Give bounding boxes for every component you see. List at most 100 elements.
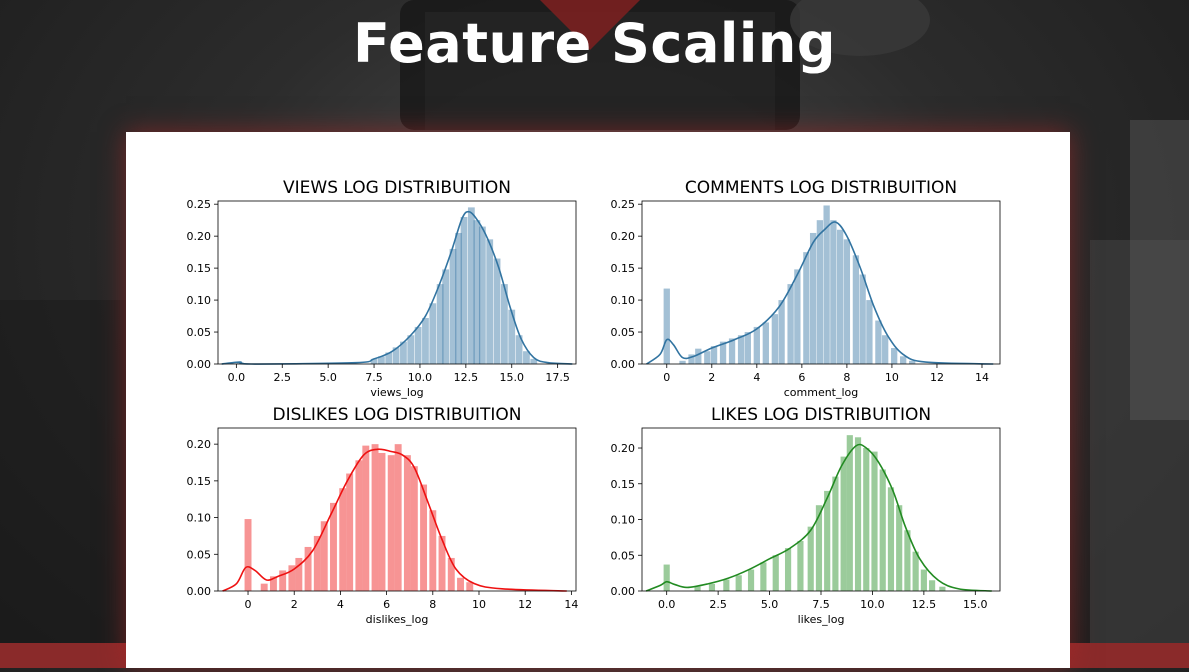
x-tick-label: 12.5 (912, 598, 937, 611)
y-tick-label: 0.25 (611, 198, 636, 211)
histogram-bar (466, 582, 474, 591)
histogram-bar (728, 338, 736, 364)
slide-title: Feature Scaling (352, 12, 837, 75)
histogram-bar (493, 258, 501, 364)
histogram-bar (244, 519, 252, 591)
histogram-bar (473, 220, 481, 364)
histogram-bar (744, 332, 751, 364)
histogram-bar (523, 351, 530, 364)
histogram-bar (403, 455, 411, 591)
x-tick-label: 0.0 (658, 598, 676, 611)
histogram-bar (508, 309, 516, 364)
histogram-bar (771, 314, 778, 364)
histogram-bar (407, 335, 415, 364)
y-tick-label: 0.20 (187, 438, 212, 451)
histogram-bar (478, 226, 486, 364)
histogram-bar (836, 229, 844, 364)
y-tick-label: 0.20 (611, 442, 636, 455)
chart-1: 0.0 2.5 5.0 7.5 10.0 12.5 15.0 17.5 0.00 0.05 0.10… (187, 178, 577, 399)
y-tick-label: 0.05 (611, 326, 636, 339)
histogram-bar (929, 580, 936, 591)
x-tick-label: 4 (753, 371, 760, 384)
histogram-bar (279, 570, 287, 591)
histogram-bar (422, 317, 429, 364)
x-tick-label: 12 (930, 371, 944, 384)
histogram-bar (420, 484, 428, 591)
x-tick-label: 10.0 (860, 598, 885, 611)
histogram-bar (797, 540, 804, 591)
x-tick-label: 12 (518, 598, 532, 611)
histogram-bar (824, 490, 831, 591)
plot-frame (641, 200, 1001, 365)
kde-curve (221, 210, 573, 365)
histogram-bar (846, 435, 853, 591)
x-tick-label: 15.0 (963, 598, 988, 611)
histogram-bar (447, 557, 455, 591)
histogram-bar (735, 575, 742, 591)
histogram-bar (378, 452, 386, 591)
distribution-charts: 0.0 2.5 5.0 7.5 10.0 12.5 15.0 17.5 0.00 0.05 0.10… (187, 178, 1001, 626)
histogram-bar (830, 220, 837, 364)
histogram-bar (501, 284, 508, 364)
x-tick-label: 2 (291, 598, 298, 611)
histogram-bar (429, 303, 437, 364)
histogram-bar (663, 288, 670, 364)
histogram-bar (920, 569, 927, 591)
histogram-bar (385, 352, 393, 364)
x-tick-label: 17.5 (545, 371, 570, 384)
x-tick-label: 6 (798, 371, 805, 384)
x-tick-label: 2.5 (709, 598, 727, 611)
histogram-bar (794, 269, 801, 364)
histogram-bar (832, 476, 839, 591)
histogram-bar (694, 586, 701, 591)
x-tick-label: 7.5 (812, 598, 830, 611)
kde-curve (646, 221, 994, 365)
y-tick-label: 0.05 (611, 549, 636, 562)
plot-frame (217, 427, 577, 592)
histogram-bar (809, 232, 817, 364)
histogram-bar (429, 510, 437, 591)
histogram-bar (879, 469, 886, 591)
histogram-bar (912, 551, 919, 591)
histogram-bar (787, 284, 794, 364)
histogram-bar (679, 360, 686, 364)
histogram-bar (260, 583, 268, 591)
histogram-bar (719, 341, 727, 364)
histogram-bar (843, 239, 851, 364)
histogram-bar (723, 579, 730, 591)
histogram-bar (816, 220, 824, 364)
x-tick-label: 4 (337, 598, 344, 611)
histogram-bar (704, 351, 711, 364)
chart-2: 0 2 4 6 8 10 12 14 0.00 0.05 0.10 0.15 0.20 0.25 COMME… (611, 178, 1001, 399)
histogram-bar (863, 448, 870, 591)
x-tick-label: 5.0 (319, 371, 337, 384)
histogram-bar (442, 269, 450, 364)
y-tick-label: 0.10 (187, 512, 212, 525)
x-tick-label: 10 (885, 371, 899, 384)
histogram-bar (737, 335, 745, 364)
x-tick-label: 6 (383, 598, 390, 611)
histogram-bar (859, 274, 866, 364)
y-tick-label: 0.15 (187, 475, 212, 488)
y-tick-label: 0.00 (611, 585, 636, 598)
y-tick-label: 0.05 (187, 326, 212, 339)
histogram-bar (288, 565, 296, 591)
y-tick-label: 0.00 (187, 585, 212, 598)
histogram-bar (515, 335, 523, 364)
histogram-bar (760, 562, 767, 591)
histogram-bar (871, 451, 878, 591)
histogram-bar (708, 583, 716, 591)
histogram-bar (778, 300, 785, 364)
x-tick-label: 10.0 (408, 371, 433, 384)
histogram-bar (840, 456, 847, 591)
histogram-bar (904, 530, 911, 591)
histogram-bar (320, 521, 328, 591)
histogram-bar (414, 326, 422, 364)
chart-panel: 0.0 2.5 5.0 7.5 10.0 12.5 15.0 17.5 0.00 0.05 0.10… (126, 132, 1070, 668)
x-tick-label: 10 (472, 598, 486, 611)
y-tick-label: 0.20 (611, 230, 636, 243)
histogram-bar (896, 505, 903, 591)
y-tick-label: 0.05 (187, 548, 212, 561)
y-tick-label: 0.15 (611, 262, 636, 275)
x-tick-label: 14 (564, 598, 578, 611)
